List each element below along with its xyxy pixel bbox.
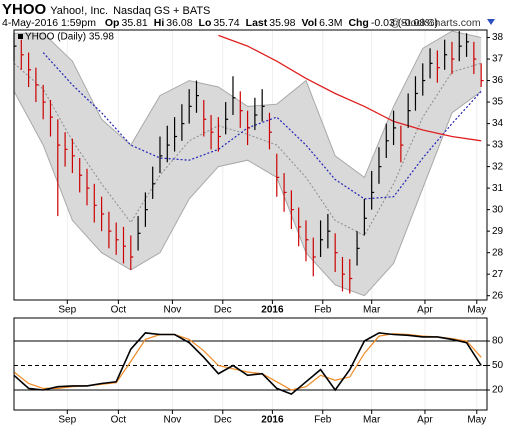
quote-line: 4-May-2016 1:59pm Op 35.81 Hi 36.08 Lo 35.74 L… [2,17,442,29]
menu-arrow[interactable] [486,18,496,26]
arrow [486,19,495,25]
y-tick-label: 50 [492,360,504,371]
watermark: @StockCharts.com [390,17,496,29]
x-tick-label: Apr [417,305,433,316]
oscillator-line [13,332,482,396]
y-tick-label: 32 [492,161,504,172]
field-label: Hi [153,17,165,29]
y-tick-label: 38 [492,32,504,43]
legend-swatch [18,34,23,39]
x-tick-label: Dec [214,305,232,316]
company-name: Yahoo!, Inc. [50,5,109,17]
panel-frame [13,29,488,301]
field-value: 36.08 [166,17,193,29]
exchange: Nasdaq GS + BATS [113,5,211,17]
x-tick-label: 2016 [261,415,284,426]
y-tick-label: 80 [492,336,504,347]
bollinger-lower [13,90,482,297]
y-tick-label: 28 [492,247,504,258]
y-tick-label: 37 [492,54,504,65]
x-tick-label: Mar [363,415,381,426]
panel-background [14,318,487,410]
legend-label: YHOO (Daily) 35.98 [25,32,114,43]
y-tick-label: 34 [492,118,504,129]
moving-average-50 [42,52,482,200]
quote-fields: Op 35.81 Hi 36.08 Lo 35.74 Last 35.98 Vol 6.3M Chg… [101,17,440,29]
field-value: 35.81 [121,17,148,29]
field-label: Op [104,17,120,29]
x-tick-label: Oct [111,305,127,316]
y-tick-label: 35 [492,97,504,108]
y-tick-label: 36 [492,75,504,86]
y-tick-label: 27 [492,269,504,280]
field-label: Vol [301,17,318,29]
field-label: Chg [348,17,369,29]
watermark-text: @StockCharts.com [390,17,481,29]
x-tick-label: Sep [58,415,76,426]
x-tick-label: Oct [111,415,127,426]
bollinger-middle [13,62,482,237]
field-value: 35.74 [213,17,240,29]
x-tick-label: Nov [163,305,181,316]
field-value: 6.3M [319,17,343,29]
field-label: Last [245,17,268,29]
field-value: 35.98 [269,17,296,29]
x-tick-label: May [467,305,486,316]
x-tick-label: Apr [417,415,433,426]
x-tick-label: Feb [314,305,332,316]
x-tick-label: 2016 [261,305,284,316]
bollinger-upper [14,30,482,179]
field-label: Lo [198,17,212,29]
y-tick-label: 29 [492,226,504,237]
y-tick-label: 26 [492,290,504,301]
panel-frame [13,317,488,411]
moving-average-200 [218,34,482,142]
symbol: YHOO [2,1,47,18]
field-value: -0.03 (-0.08%) [370,17,438,29]
x-tick-label: Sep [58,305,76,316]
y-tick-label: 33 [492,140,504,151]
quote-date: 4-May-2016 1:59pm [2,17,96,29]
x-tick-label: Feb [314,415,332,426]
x-tick-label: Nov [163,415,181,426]
y-tick-label: 20 [492,385,504,396]
x-tick-label: May [467,415,486,426]
x-tick-label: Mar [363,305,381,316]
y-tick-label: 30 [492,204,504,215]
y-tick-label: 31 [492,183,504,194]
x-tick-label: Dec [214,415,232,426]
header-line: YHOO Yahoo!, Inc. Nasdaq GS + BATS [2,1,215,18]
